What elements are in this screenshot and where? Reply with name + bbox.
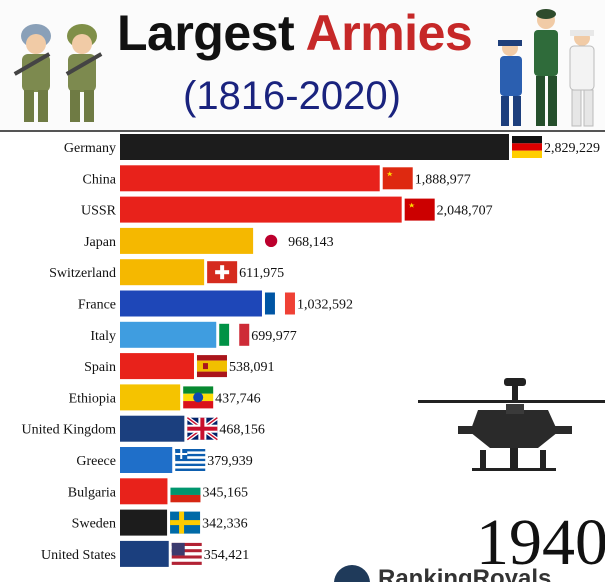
value-label-greece: 379,939	[207, 454, 253, 469]
ethiopia-flag-icon	[183, 386, 214, 409]
bar-united-kingdom	[120, 415, 185, 442]
bar-spain	[120, 353, 194, 380]
united-states-flag-icon	[171, 542, 202, 565]
soldier-left-2-icon	[65, 24, 103, 122]
sweden-flag-icon	[170, 511, 201, 534]
header-divider	[0, 130, 605, 132]
bar-chart: Germany 2,829,229 China 1,888,977 USSR 2,048,…	[22, 134, 600, 567]
category-label-germany: Germany	[64, 141, 116, 156]
bar-italy	[120, 321, 217, 348]
bar-china	[120, 165, 380, 192]
value-label-ethiopia: 437,746	[215, 391, 261, 406]
bulgaria-flag-icon	[170, 480, 201, 503]
bar-ussr	[120, 196, 402, 223]
page-subtitle: (1816-2020)	[183, 74, 401, 118]
category-label-ethiopia: Ethiopia	[69, 391, 117, 406]
bar-ethiopia	[120, 384, 181, 411]
value-label-france: 1,032,592	[297, 298, 353, 313]
value-label-china: 1,888,977	[415, 172, 471, 187]
category-label-ussr: USSR	[81, 204, 117, 219]
bar-germany	[120, 134, 509, 160]
france-flag-icon	[264, 292, 295, 315]
bar-united-states	[120, 540, 169, 567]
value-label-united-kingdom: 468,156	[219, 423, 264, 438]
value-label-italy: 699,977	[251, 329, 296, 344]
italy-flag-icon	[219, 323, 250, 346]
category-label-spain: Spain	[84, 360, 116, 375]
brand-name: RankingRoyals	[378, 565, 552, 582]
brand-logo-icon	[334, 565, 370, 582]
value-label-spain: 538,091	[229, 360, 274, 375]
brand-watermark: RankingRoyals	[332, 561, 605, 582]
spain-flag-icon	[196, 355, 227, 378]
soldiers-right-icon	[498, 9, 595, 127]
category-label-france: France	[78, 298, 116, 313]
ussr-flag-icon	[404, 198, 435, 221]
bar-sweden	[120, 509, 168, 536]
value-label-sweden: 342,336	[202, 517, 248, 532]
page-title: Largest Armies	[117, 5, 473, 61]
germany-flag-icon	[512, 136, 542, 158]
category-label-japan: Japan	[84, 235, 116, 250]
value-label-ussr: 2,048,707	[437, 204, 493, 219]
value-label-japan: 968,143	[288, 235, 334, 250]
japan-flag-icon	[256, 229, 287, 252]
bar-switzerland	[120, 259, 205, 286]
header: Largest Armies (1816-2020)	[0, 0, 605, 130]
china-flag-icon	[382, 167, 413, 190]
category-label-china: China	[83, 172, 117, 187]
category-label-italy: Italy	[90, 329, 116, 344]
bar-bulgaria	[120, 478, 168, 505]
bar-japan	[120, 227, 254, 254]
greece-flag-icon	[175, 449, 206, 471]
value-label-bulgaria: 345,165	[202, 485, 248, 500]
switzerland-flag-icon	[207, 261, 238, 284]
soldier-left-icon	[13, 24, 51, 122]
category-label-united-kingdom: United Kingdom	[22, 423, 117, 438]
bar-france	[120, 290, 262, 317]
value-label-switzerland: 611,975	[239, 266, 284, 281]
value-label-germany: 2,829,229	[544, 141, 600, 156]
category-label-switzerland: Switzerland	[49, 266, 116, 281]
united-kingdom-flag-icon	[186, 416, 219, 442]
category-label-bulgaria: Bulgaria	[68, 485, 117, 500]
helicopter-icon	[418, 378, 605, 471]
year-label: 1940	[476, 506, 605, 579]
category-label-united-states: United States	[41, 548, 116, 563]
value-label-united-states: 354,421	[204, 548, 250, 563]
bar-greece	[120, 447, 173, 473]
category-label-greece: Greece	[76, 454, 116, 469]
category-label-sweden: Sweden	[72, 517, 116, 532]
